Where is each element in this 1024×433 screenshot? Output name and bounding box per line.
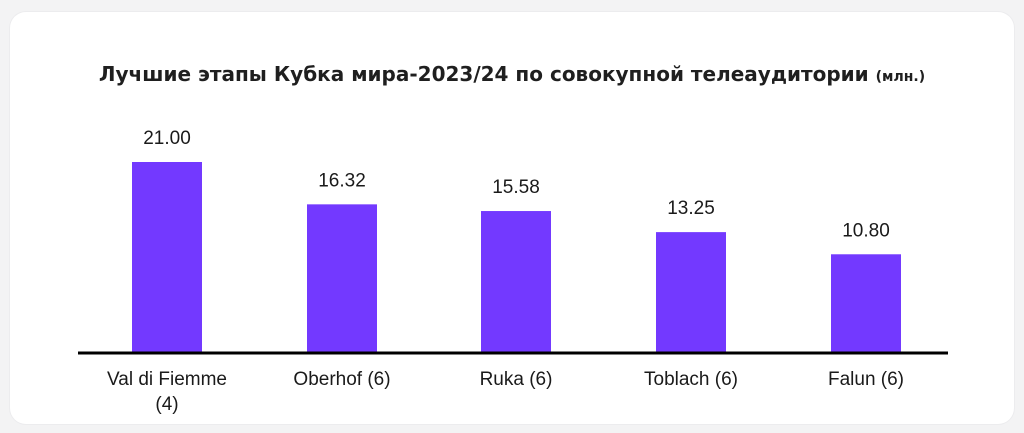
chart-title-unit: (млн.) <box>875 69 926 85</box>
value-label-0: 21.00 <box>143 128 191 149</box>
value-label-2: 15.58 <box>492 177 540 198</box>
value-label-1: 16.32 <box>318 170 366 191</box>
bar-2 <box>481 211 551 352</box>
value-labels-group: 21.00 16.32 15.58 13.25 10.80 <box>143 128 890 241</box>
tick-labels-group: Val di Fiemme (4) Oberhof (6) Ruka (6) Tobla… <box>107 369 904 415</box>
tick-label-1-0: Oberhof (6) <box>293 369 390 390</box>
chart-title-text: Лучшие этапы Кубка мира-2023/24 по совок… <box>98 62 869 86</box>
value-label-4: 10.80 <box>842 220 890 241</box>
tick-label-4-0: Falun (6) <box>828 369 904 390</box>
bar-0 <box>132 162 202 352</box>
chart-title: Лучшие этапы Кубка мира-2023/24 по совок… <box>0 62 1024 86</box>
tick-label-0-1: (4) <box>155 394 178 415</box>
tick-label-2-0: Ruka (6) <box>480 369 553 390</box>
value-label-3: 13.25 <box>667 198 715 219</box>
tick-label-3-0: Toblach (6) <box>644 369 738 390</box>
bar-4 <box>831 254 901 352</box>
bar-3 <box>656 232 726 352</box>
bars-group <box>132 162 901 352</box>
bar-1 <box>307 204 377 352</box>
tick-label-0-0: Val di Fiemme <box>107 369 227 390</box>
